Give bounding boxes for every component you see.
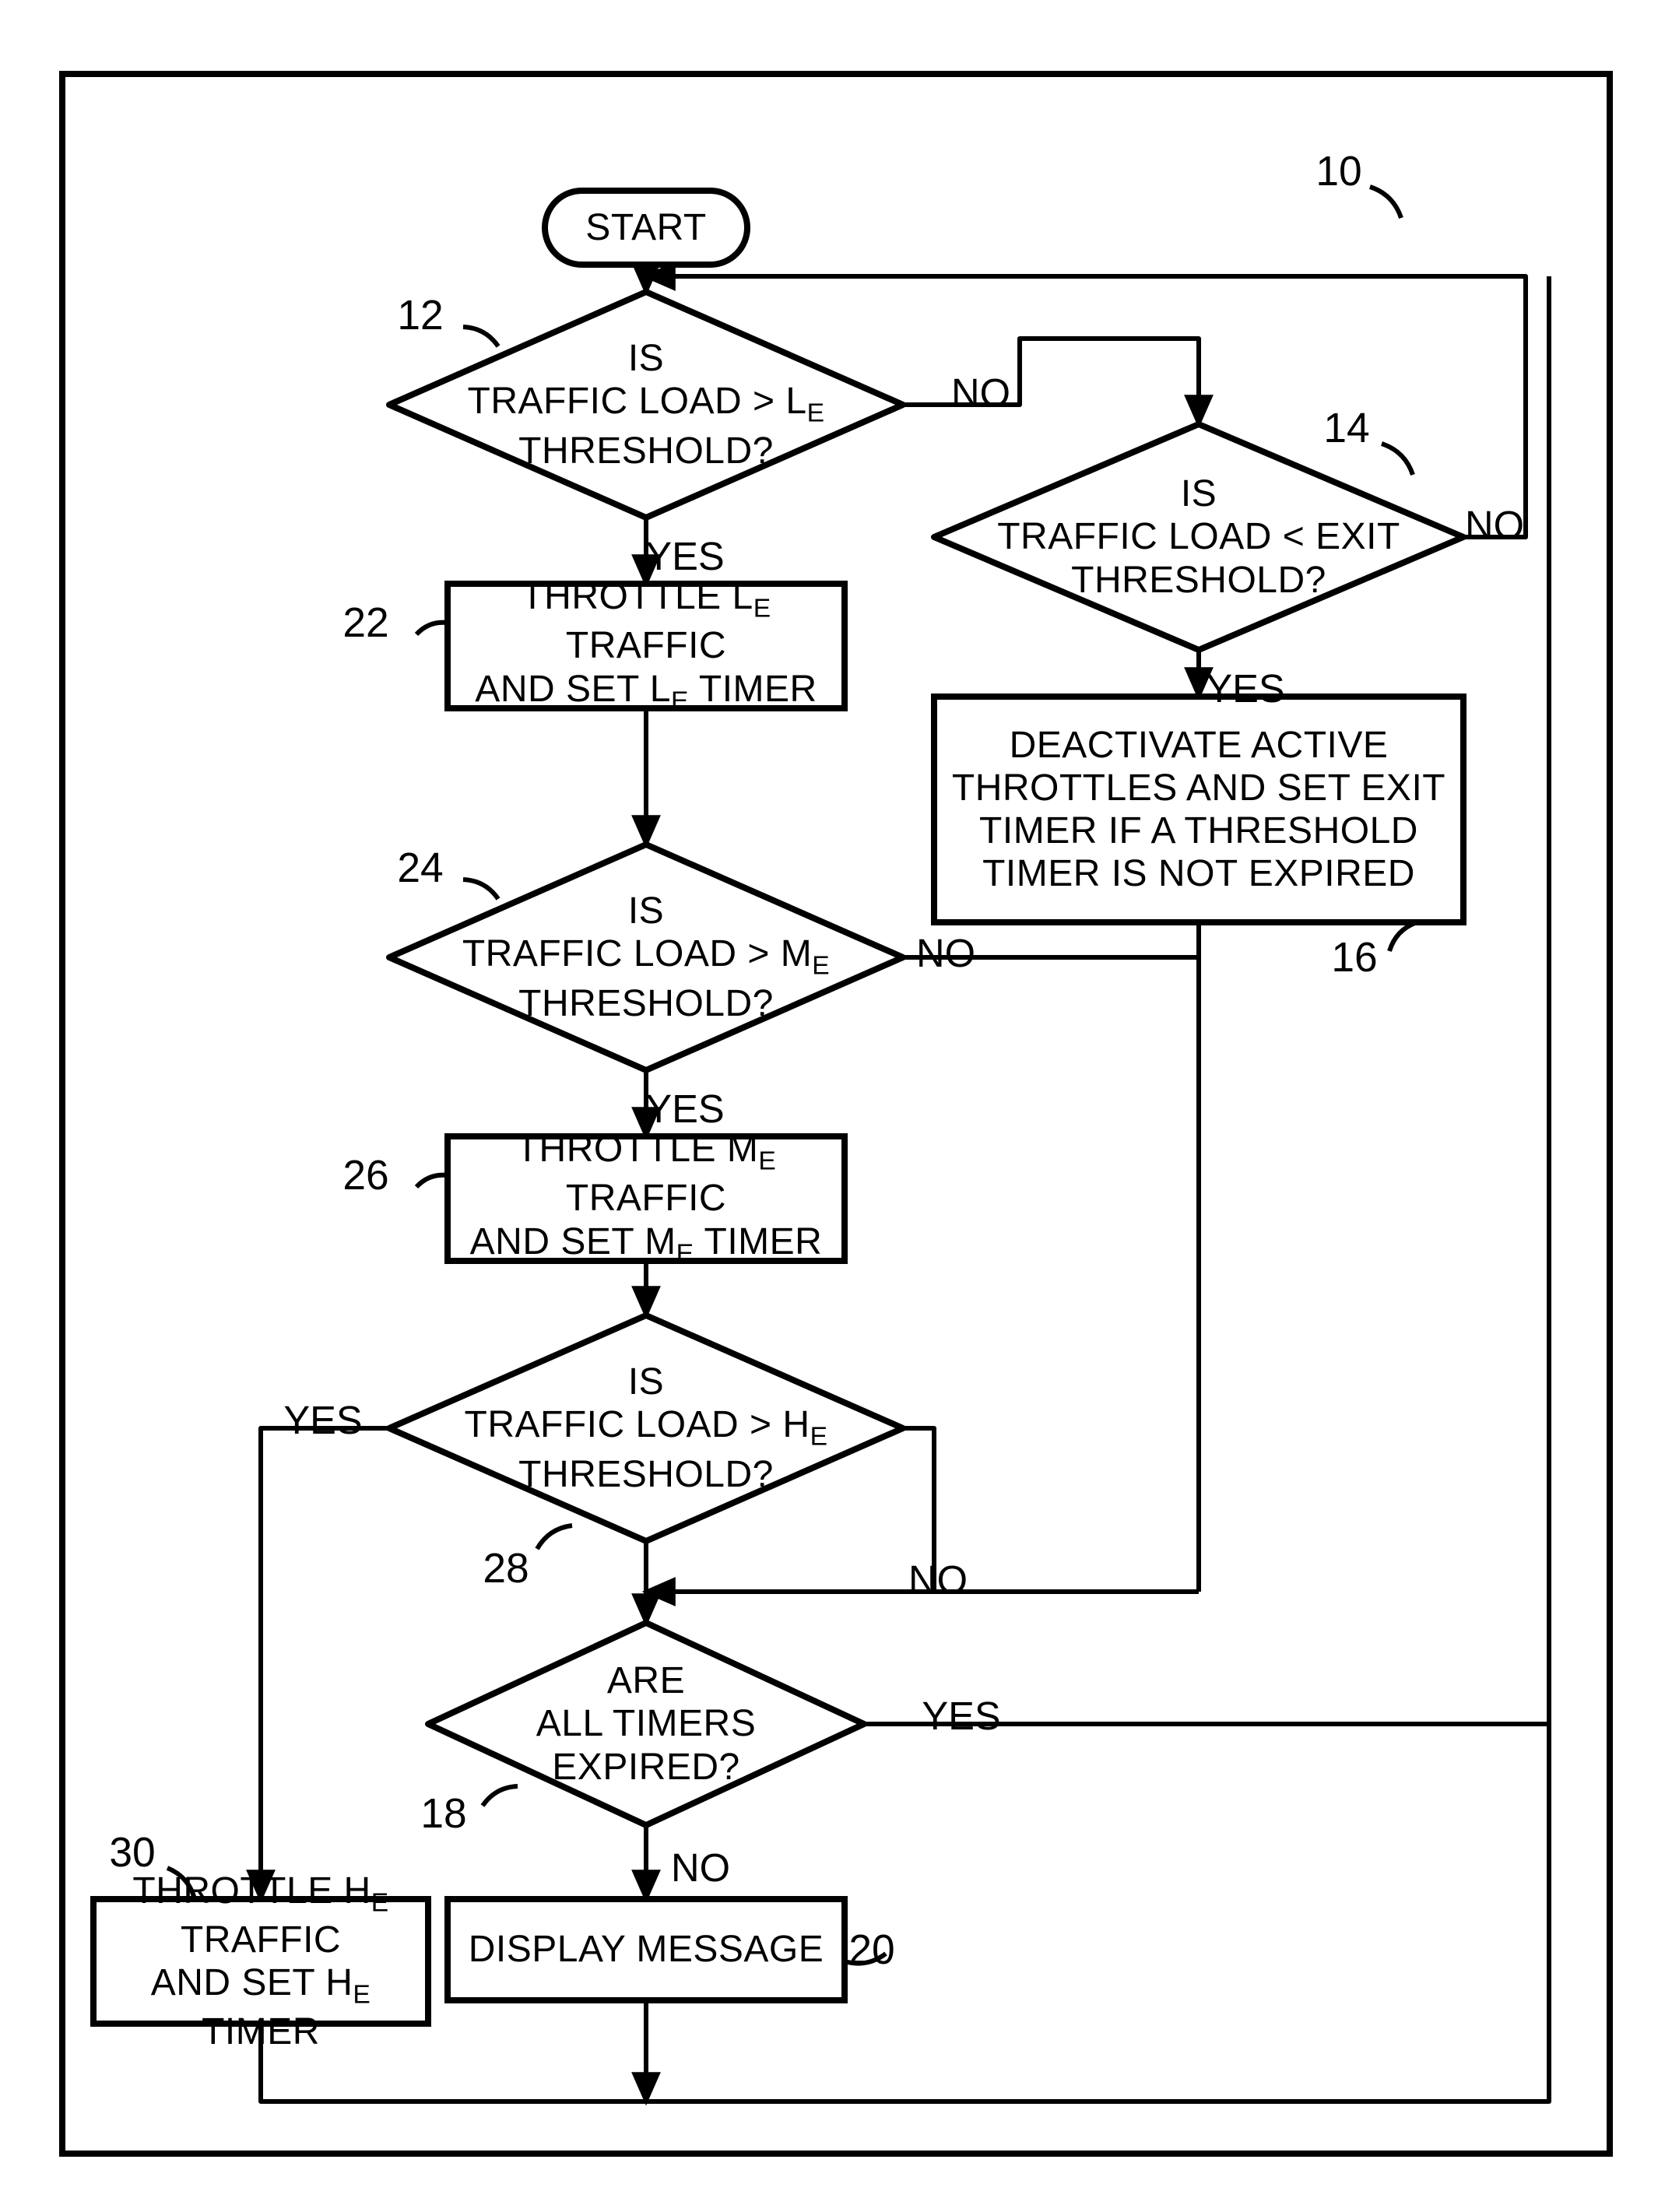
node-label-d24: ISTRAFFIC LOAD > METHRESHOLD? <box>462 890 830 1025</box>
ref-d24: 24 <box>374 844 467 892</box>
node-label-d14: ISTRAFFIC LOAD < EXITTHRESHOLD? <box>997 472 1400 602</box>
edge-d28-yes-left <box>261 1428 389 1899</box>
edge-label-d24-no-merge: NO <box>899 930 992 976</box>
node-label-p26: THROTTLE ME TRAFFICAND SET ME TIMER <box>448 1128 845 1269</box>
edge-label-d12-no-d14: NO <box>934 370 1027 416</box>
ref-p26: 26 <box>319 1152 413 1199</box>
node-label-p16: DEACTIVATE ACTIVETHROTTLES AND SET EXITT… <box>952 724 1445 896</box>
edge-label-d28-yes-left: YES <box>276 1397 370 1443</box>
node-p16: DEACTIVATE ACTIVETHROTTLES AND SET EXITT… <box>934 697 1463 922</box>
ref-tick-p26 <box>416 1175 448 1187</box>
ref-d14: 14 <box>1300 405 1393 452</box>
node-label-d12: ISTRAFFIC LOAD > LETHRESHOLD? <box>468 337 825 472</box>
node-label-d28: ISTRAFFIC LOAD > HETHRESHOLD? <box>465 1361 828 1496</box>
ref-ref10: 10 <box>1292 148 1386 195</box>
ref-p16: 16 <box>1308 934 1401 981</box>
edge-label-d28-no-down: NO <box>891 1557 985 1603</box>
ref-p20: 20 <box>825 1926 919 1974</box>
node-p30: THROTTLE HE TRAFFICAND SET HE TIMER <box>93 1899 428 2024</box>
edge-label-d12-yes-p22: YES <box>638 533 732 579</box>
ref-d18: 18 <box>397 1790 490 1838</box>
node-p26: THROTTLE ME TRAFFICAND SET ME TIMER <box>448 1136 845 1261</box>
node-start: START <box>545 191 747 265</box>
node-label-p30: THROTTLE HE TRAFFICAND SET HE TIMER <box>93 1870 428 2054</box>
node-label-p20: DISPLAY MESSAGE <box>469 1928 824 1971</box>
node-label-d18: AREALL TIMERSEXPIRED? <box>536 1659 756 1789</box>
node-p20: DISPLAY MESSAGE <box>448 1899 845 2000</box>
ref-tick-p22 <box>416 623 448 634</box>
edge-label-d18-no-p20: NO <box>654 1845 747 1891</box>
edge-label-d24-yes-p26: YES <box>638 1086 732 1132</box>
node-d14: ISTRAFFIC LOAD < EXITTHRESHOLD? <box>934 424 1463 650</box>
ref-p30: 30 <box>86 1829 179 1877</box>
node-d18: AREALL TIMERSEXPIRED? <box>428 1623 864 1825</box>
node-d28: ISTRAFFIC LOAD > HETHRESHOLD? <box>389 1315 903 1541</box>
node-label-p22: THROTTLE LE TRAFFICAND SET LE TIMER <box>448 575 845 717</box>
ref-d28: 28 <box>459 1545 553 1592</box>
edge-label-d18-yes-right: YES <box>915 1693 1008 1739</box>
node-p22: THROTTLE LE TRAFFICAND SET LE TIMER <box>448 584 845 708</box>
ref-p22: 22 <box>319 599 413 647</box>
flowchart-canvas: YESNOYESNOYESNONOYESYESNOSTARTISTRAFFIC … <box>0 0 1672 2212</box>
ref-d12: 12 <box>374 292 467 339</box>
node-label-start: START <box>585 206 706 249</box>
